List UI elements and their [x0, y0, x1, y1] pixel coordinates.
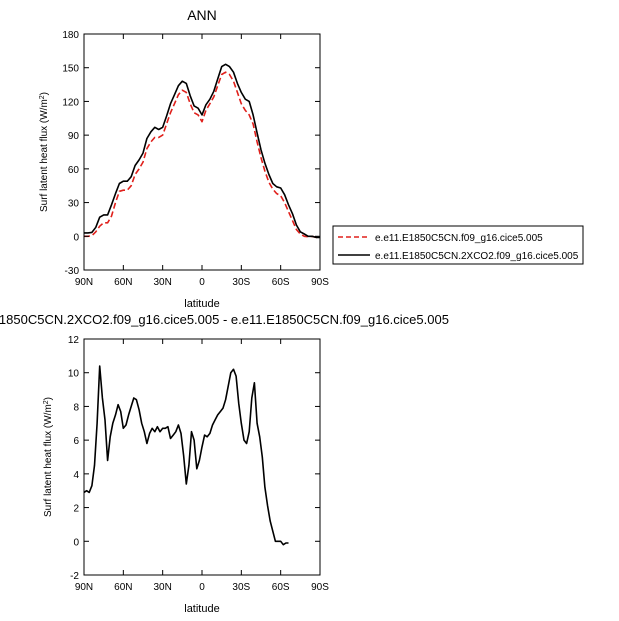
top-y-tick-label: 0	[73, 232, 79, 243]
bottom-y-tick-label: 0	[73, 537, 79, 548]
top-y-axis-label-main: Surf latent heat flux (W/m	[39, 99, 50, 212]
top-x-tick-label: 60N	[114, 277, 132, 288]
bottom-y-axis: -2 0 2 4 6 8 10 12	[68, 335, 320, 582]
top-y-tick-label: 120	[62, 97, 79, 108]
top-x-axis-label: latitude	[184, 298, 219, 310]
top-panel: ANN -30 0 30 60 90 120 150 180 90N 60N 30N 0 30S 60S…	[39, 7, 330, 310]
top-y-tick-label: 150	[62, 64, 79, 75]
top-x-tick-label: 60S	[272, 277, 290, 288]
bottom-y-tick-label: -2	[70, 571, 79, 582]
top-x-tick-label: 0	[199, 277, 205, 288]
top-x-tick-label: 90N	[75, 277, 93, 288]
bottom-y-tick-label: 4	[73, 470, 79, 481]
bottom-x-tick-label: 30S	[232, 582, 250, 593]
top-x-tick-label: 90S	[311, 277, 329, 288]
bottom-x-axis: 90N 60N 30N 0 30S 60S 90S	[75, 339, 329, 593]
legend: e.e11.E1850C5CN.f09_g16.cice5.005 e.e11.…	[332, 225, 584, 265]
legend-label-control: e.e11.E1850C5CN.f09_g16.cice5.005	[375, 233, 543, 244]
bottom-x-tick-label: 0	[199, 582, 205, 593]
bottom-y-tick-label: 12	[68, 335, 80, 346]
top-y-tick-label: 180	[62, 30, 79, 41]
top-series-line-1	[84, 63, 320, 239]
bottom-y-tick-label: 10	[68, 369, 80, 380]
bottom-y-axis-label: Surf latent heat flux (W/m2)	[43, 397, 55, 517]
legend-label-2xco2: e.e11.E1850C5CN.2XCO2.f09_g16.cice5.005	[375, 251, 579, 262]
bottom-x-axis-label: latitude	[184, 603, 219, 615]
top-y-tick-label: 60	[68, 165, 80, 176]
bottom-y-axis-label-close: )	[43, 397, 54, 400]
bottom-x-tick-label: 90S	[311, 582, 329, 593]
top-x-tick-label: 30S	[232, 277, 250, 288]
top-series-line-0	[84, 71, 320, 239]
bottom-panel: e.e11.E1850C5CN.2XCO2.f09_g16.cice5.005 …	[0, 312, 449, 615]
top-y-tick-label: 90	[68, 131, 80, 142]
bottom-y-axis-label-main: Surf latent heat flux (W/m	[43, 404, 54, 517]
bottom-series-line-0	[83, 365, 289, 546]
top-y-axis-label: Surf latent heat flux (W/m2)	[39, 92, 51, 212]
top-plot-area	[84, 63, 320, 239]
top-x-tick-label: 30N	[153, 277, 171, 288]
top-plot-frame	[83, 33, 321, 271]
bottom-plot-area	[83, 365, 289, 546]
bottom-y-axis-label-sup: 2	[43, 400, 50, 404]
top-title: ANN	[187, 7, 217, 23]
top-y-tick-label: -30	[65, 266, 80, 277]
bottom-x-tick-label: 30N	[153, 582, 171, 593]
top-y-axis: -30 0 30 60 90 120 150 180	[62, 30, 320, 277]
bottom-x-tick-label: 90N	[75, 582, 93, 593]
top-y-axis-label-close: )	[39, 92, 50, 95]
bottom-plot-frame	[83, 338, 321, 576]
top-y-tick-label: 30	[68, 199, 80, 210]
legend-box	[332, 225, 584, 265]
top-x-axis: 90N 60N 30N 0 30S 60S 90S	[75, 34, 329, 288]
bottom-y-tick-label: 8	[73, 402, 79, 413]
bottom-y-tick-label: 2	[73, 504, 79, 515]
bottom-x-tick-label: 60N	[114, 582, 132, 593]
top-y-axis-label-sup: 2	[39, 95, 46, 99]
bottom-y-tick-label: 6	[73, 436, 79, 447]
bottom-title: e.e11.E1850C5CN.2XCO2.f09_g16.cice5.005 …	[0, 312, 449, 327]
bottom-x-tick-label: 60S	[272, 582, 290, 593]
